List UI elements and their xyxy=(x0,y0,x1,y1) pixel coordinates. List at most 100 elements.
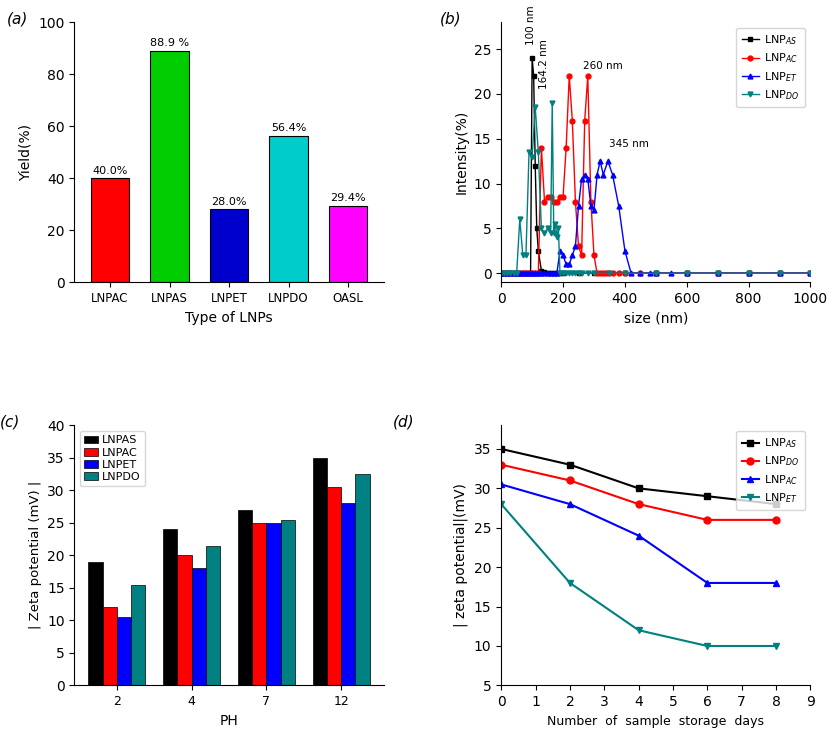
LNP$_{AC}$ xyxy=(509,269,519,278)
LNP$_{DO}$ xyxy=(533,147,543,156)
Bar xyxy=(342,503,356,685)
LNP$_{DO}$ xyxy=(633,500,643,509)
LNP$_{DO}$ xyxy=(565,476,575,485)
LNP$_{AC}$ xyxy=(558,192,568,201)
LNP$_{ET}$ xyxy=(586,201,595,210)
LNP$_{AS}$ xyxy=(552,269,562,278)
Bar xyxy=(313,458,327,685)
LNP$_{AS}$ xyxy=(500,269,509,278)
LNP$_{ET}$ xyxy=(521,269,531,278)
Y-axis label: | zeta potential|(mV): | zeta potential|(mV) xyxy=(454,483,468,627)
LNP$_{AS}$ xyxy=(509,269,519,278)
Text: 29.4%: 29.4% xyxy=(330,193,366,203)
Text: 28.0%: 28.0% xyxy=(212,197,246,207)
LNP$_{AC}$ xyxy=(543,192,552,201)
LNP$_{AS}$ xyxy=(775,269,785,278)
LNP$_{DO}$ xyxy=(527,153,537,161)
LNP$_{ET}$ xyxy=(533,269,543,278)
Legend: LNP$_{AS}$, LNP$_{DO}$, LNP$_{AC}$, LNP$_{ET}$: LNP$_{AS}$, LNP$_{DO}$, LNP$_{AC}$, LNP$… xyxy=(737,431,805,511)
Line: LNP$_{AC}$: LNP$_{AC}$ xyxy=(499,74,813,276)
LNP$_{AC}$ xyxy=(496,480,506,489)
LNP$_{AS}$ xyxy=(539,268,549,277)
LNP$_{AC}$ xyxy=(552,197,562,206)
LNP$_{AS}$ xyxy=(805,269,815,278)
LNP$_{ET}$ xyxy=(546,269,556,278)
LNP$_{AC}$ xyxy=(743,269,753,278)
LNP$_{AC}$ xyxy=(681,269,691,278)
LNP$_{ET}$ xyxy=(509,269,519,278)
Line: LNP$_{AC}$: LNP$_{AC}$ xyxy=(498,481,780,587)
LNP$_{AS}$ xyxy=(528,71,538,80)
LNP$_{AS}$ xyxy=(526,269,536,278)
LNP$_{ET}$ xyxy=(603,157,613,166)
LNP$_{AC}$ xyxy=(605,269,614,278)
LNP$_{ET}$ xyxy=(564,260,574,269)
LNP$_{DO}$ xyxy=(553,224,563,233)
LNP$_{AC}$ xyxy=(592,269,602,278)
LNP$_{ET}$ xyxy=(518,269,528,278)
X-axis label: PH: PH xyxy=(220,713,238,727)
LNP$_{AC}$ xyxy=(771,579,781,587)
LNP$_{AS}$ xyxy=(496,269,506,278)
LNP$_{AS}$ xyxy=(521,269,531,278)
Bar xyxy=(210,209,248,282)
LNP$_{ET}$ xyxy=(595,157,605,166)
LNP$_{AC}$ xyxy=(589,251,599,259)
LNP$_{DO}$ xyxy=(530,103,540,112)
LNP$_{AC}$ xyxy=(503,269,513,278)
LNP$_{AS}$ xyxy=(527,54,537,63)
LNP$_{AC}$ xyxy=(571,197,581,206)
LNP$_{ET}$ xyxy=(805,269,815,278)
X-axis label: size (nm): size (nm) xyxy=(624,312,688,326)
LNP$_{AS}$ xyxy=(565,461,575,469)
LNP$_{AC}$ xyxy=(598,269,608,278)
LNP$_{ET}$ xyxy=(645,269,655,278)
LNP$_{DO}$ xyxy=(771,515,781,524)
LNP$_{AS}$ xyxy=(549,269,559,278)
LNP$_{AC}$ xyxy=(564,71,574,80)
LNP$_{AS}$ xyxy=(512,269,522,278)
LNP$_{AC}$ xyxy=(555,192,565,201)
LNP$_{AC}$ xyxy=(635,269,645,278)
LNP$_{AS}$ xyxy=(518,269,528,278)
LNP$_{ET}$ xyxy=(775,269,785,278)
LNP$_{ET}$ xyxy=(505,269,515,278)
Bar xyxy=(328,206,367,282)
LNP$_{ET}$ xyxy=(496,269,506,278)
LNP$_{AC}$ xyxy=(805,269,815,278)
LNP$_{AC}$ xyxy=(586,197,595,206)
LNP$_{DO}$ xyxy=(567,269,577,278)
LNP$_{ET}$ xyxy=(702,642,712,651)
LNP$_{DO}$ xyxy=(552,233,562,242)
Line: LNP$_{AS}$: LNP$_{AS}$ xyxy=(499,55,813,276)
LNP$_{AS}$ xyxy=(743,269,753,278)
Line: LNP$_{ET}$: LNP$_{ET}$ xyxy=(498,500,780,649)
LNP$_{AS}$ xyxy=(524,269,534,278)
LNP$_{AS}$ xyxy=(633,484,643,493)
LNP$_{AC}$ xyxy=(533,269,543,278)
Y-axis label: Yield(%): Yield(%) xyxy=(19,124,33,181)
LNP$_{ET}$ xyxy=(635,269,645,278)
LNP$_{DO}$ xyxy=(583,269,593,278)
Legend: LNP$_{AS}$, LNP$_{AC}$, LNP$_{ET}$, LNP$_{DO}$: LNP$_{AS}$, LNP$_{AC}$, LNP$_{ET}$, LNP$… xyxy=(737,28,805,108)
LNP$_{DO}$ xyxy=(564,269,574,278)
LNP$_{AS}$ xyxy=(496,444,506,453)
LNP$_{AC}$ xyxy=(512,269,522,278)
Text: (d): (d) xyxy=(393,415,414,430)
Bar xyxy=(356,474,370,685)
LNP$_{AC}$ xyxy=(496,269,506,278)
LNP$_{AC}$ xyxy=(549,197,559,206)
LNP$_{ET}$ xyxy=(503,269,513,278)
LNP$_{ET}$ xyxy=(589,206,599,215)
LNP$_{ET}$ xyxy=(543,269,552,278)
LNP$_{AS}$ xyxy=(546,269,556,278)
LNP$_{AC}$ xyxy=(601,269,611,278)
Text: 345 nm: 345 nm xyxy=(609,139,649,150)
Bar xyxy=(192,568,206,685)
LNP$_{AS}$ xyxy=(514,269,524,278)
LNP$_{ET}$ xyxy=(530,269,540,278)
LNP$_{DO}$ xyxy=(503,269,513,278)
LNP$_{ET}$ xyxy=(633,626,643,635)
LNP$_{AC}$ xyxy=(614,269,624,278)
LNP$_{AS}$ xyxy=(558,269,568,278)
